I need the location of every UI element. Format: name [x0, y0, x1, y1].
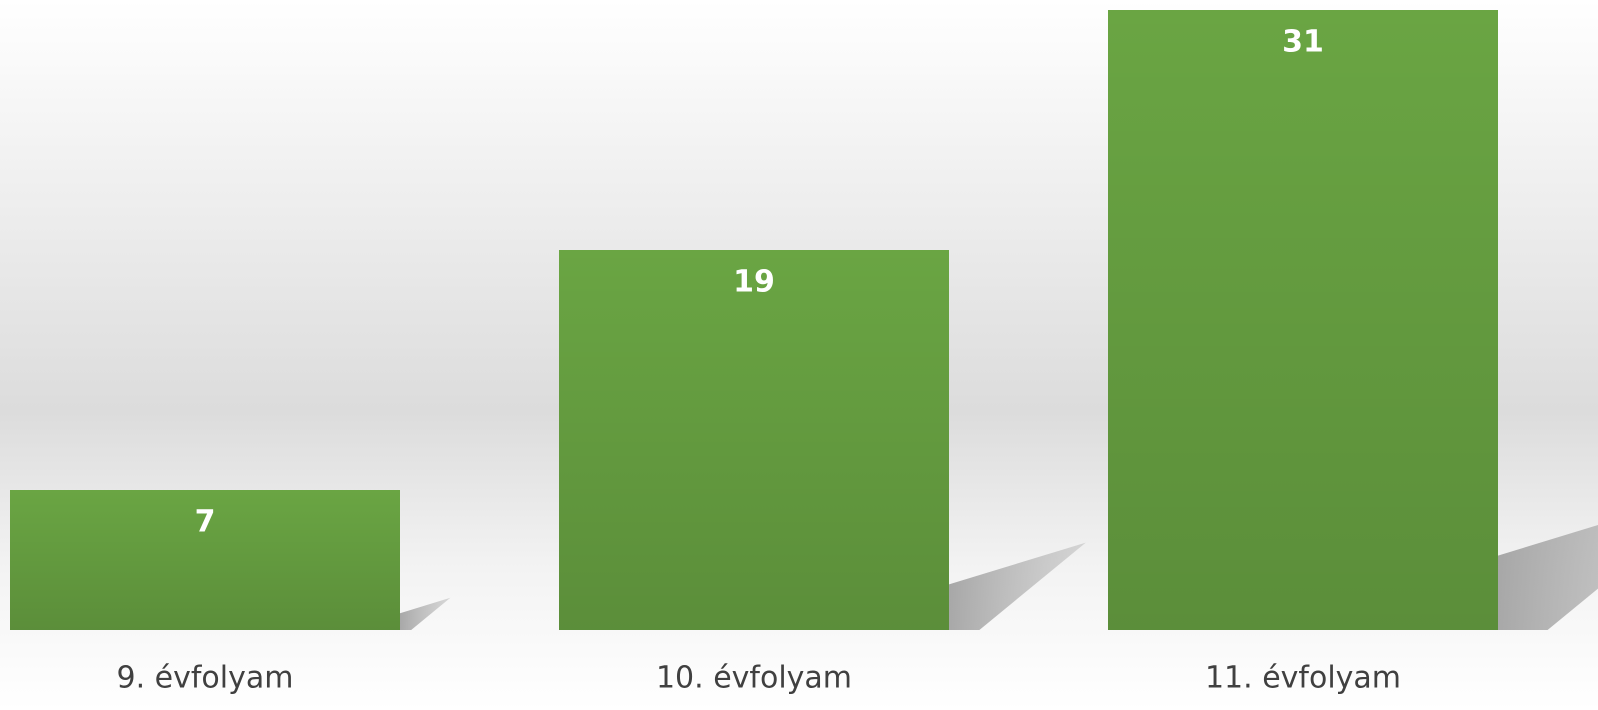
- x-tick-label: 11. évfolyam: [1205, 661, 1401, 696]
- x-tick-label: 9. évfolyam: [117, 661, 294, 696]
- x-tick-label: 10. évfolyam: [656, 661, 852, 696]
- data-label: 7: [195, 505, 216, 540]
- bar-shading: [10, 490, 400, 630]
- data-label: 31: [1282, 25, 1324, 60]
- bar-shadow: [949, 542, 1086, 630]
- data-label: 19: [733, 265, 775, 300]
- bar-shading: [559, 250, 949, 630]
- bar-shadow: [400, 597, 451, 630]
- bar-shadow: [1498, 525, 1598, 630]
- bar-shading: [1108, 10, 1498, 630]
